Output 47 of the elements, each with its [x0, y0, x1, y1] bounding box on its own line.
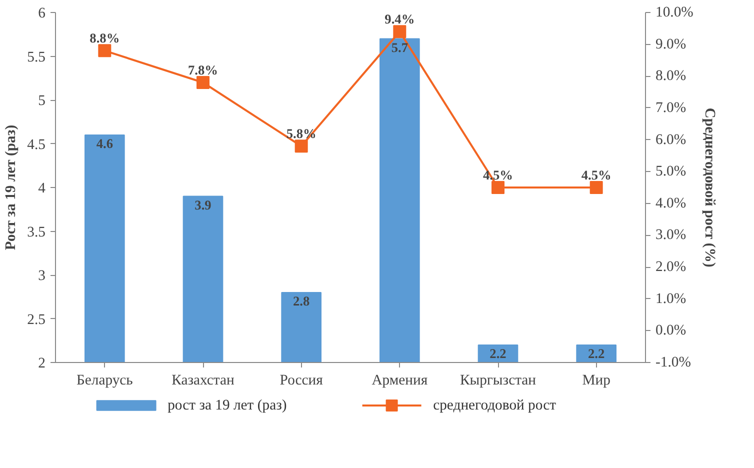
- y-tick-label: 5.5: [27, 49, 46, 66]
- point: [393, 25, 406, 38]
- data-label: 5.7: [391, 40, 408, 55]
- data-label: 9.4%: [384, 12, 415, 27]
- y-axis-title: Рост за 19 лет (раз): [3, 124, 20, 250]
- x-tick-label: Армения: [372, 372, 428, 388]
- y-tick-label: 4: [38, 180, 46, 196]
- y2-tick-label: -1.0%: [656, 354, 691, 370]
- y-tick-label: 3.5: [27, 224, 46, 240]
- y-tick-label: 6: [38, 6, 46, 22]
- data-label: 2.8: [293, 294, 310, 308]
- x-tick-label: Беларусь: [76, 372, 134, 388]
- y2-tick-label: 4.0%: [656, 195, 686, 212]
- y2-tick-label: 5.0%: [656, 164, 686, 180]
- y2-tick-label: 6.0%: [656, 132, 686, 148]
- data-label: 7.8%: [188, 62, 218, 78]
- data-label: 2.2: [588, 346, 605, 361]
- point: [492, 181, 504, 194]
- point: [590, 181, 603, 194]
- y-tick-label: 5: [38, 93, 46, 109]
- y-tick-label: 3: [38, 268, 46, 284]
- x-tick-label: Россия: [280, 372, 324, 388]
- legend-label: среднегодовой рост: [433, 398, 557, 414]
- data-label: 3.9: [194, 197, 212, 212]
- data-label: 2.2: [490, 346, 507, 361]
- y2-tick-label: 0.0%: [656, 322, 686, 339]
- y-tick-label: 2.5: [27, 312, 46, 328]
- y2-tick-label: 3.0%: [656, 227, 686, 244]
- data-label: 8.8%: [90, 30, 120, 46]
- point: [294, 140, 308, 153]
- y2-tick-label: 9.0%: [656, 36, 686, 52]
- y-tick-label: 2: [38, 356, 46, 372]
- y-tick-label: 4.5: [27, 136, 46, 153]
- data-label: 4.6: [96, 136, 114, 151]
- legend-label: рост за 19 лет (раз): [168, 398, 287, 414]
- point: [196, 76, 210, 89]
- y2-axis-title: Среднегодовой рост (%): [701, 108, 718, 268]
- y2-tick-label: 7.0%: [656, 100, 686, 116]
- x-tick-label: Казахстан: [172, 372, 235, 388]
- y2-tick-label: 1.0%: [656, 290, 686, 307]
- point: [98, 44, 112, 58]
- y2-tick-label: 10.0%: [656, 4, 694, 20]
- y2-tick-label: 8.0%: [656, 68, 686, 84]
- data-label: 4.5%: [581, 168, 612, 182]
- x-tick-label: Мир: [582, 372, 610, 388]
- y2-tick-label: 2.0%: [656, 259, 686, 276]
- x-tick-label: Кыргызстан: [460, 372, 536, 388]
